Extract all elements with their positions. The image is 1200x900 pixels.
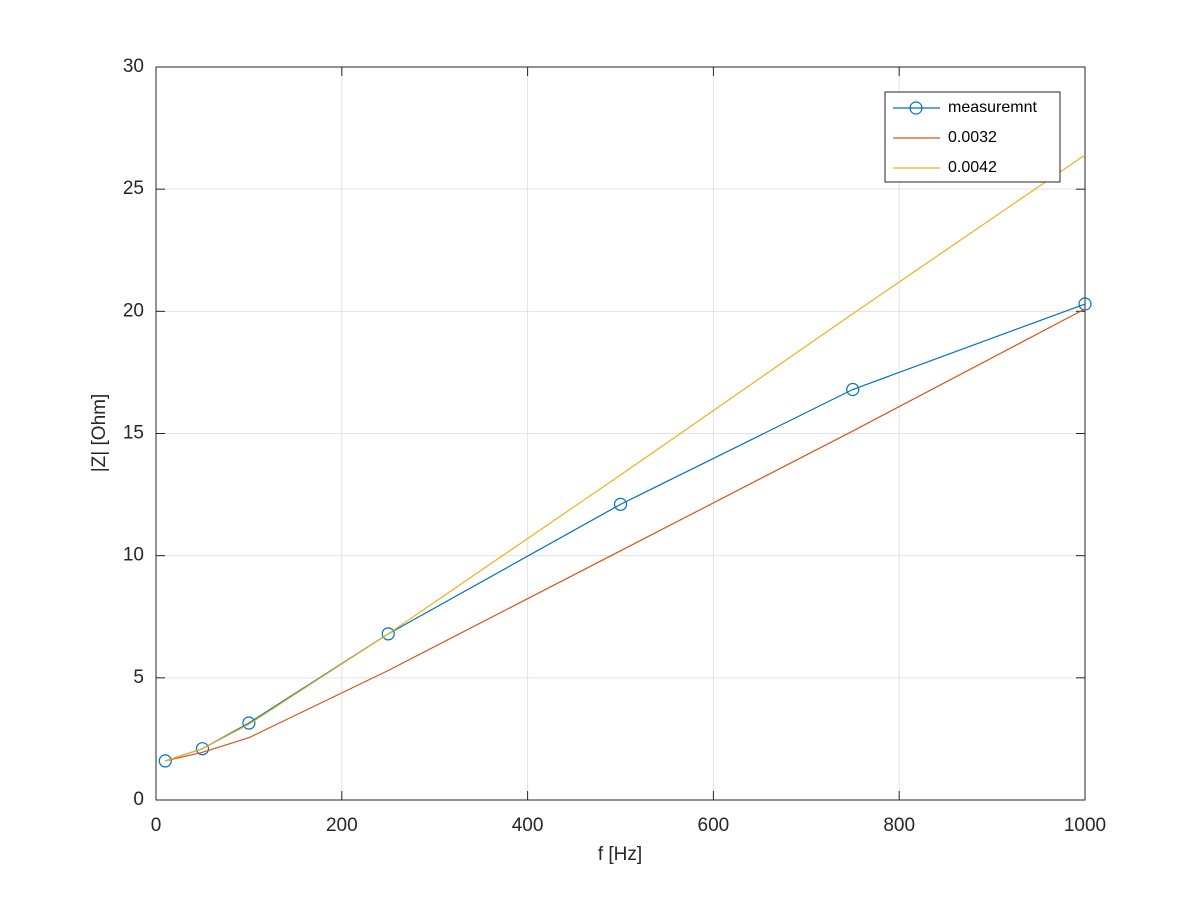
y-tick-label: 5 xyxy=(133,667,144,688)
legend-marker xyxy=(909,101,923,115)
y-tick-label: 0 xyxy=(133,789,144,810)
x-tick-label: 600 xyxy=(698,815,730,836)
data-point xyxy=(1078,297,1092,311)
legend-label: measuremnt xyxy=(948,99,1037,116)
series-line xyxy=(165,154,1086,762)
legend-box xyxy=(884,91,1061,183)
y-tick-label: 25 xyxy=(123,178,144,199)
x-tick-label: 1000 xyxy=(1064,815,1106,836)
data-point xyxy=(242,716,256,730)
data-point xyxy=(195,742,210,756)
y-tick-label: 30 xyxy=(123,56,144,77)
legend-label: 0.0032 xyxy=(948,129,997,146)
series-line xyxy=(165,308,1086,762)
y-tick-label: 15 xyxy=(123,423,144,444)
y-tick-label: 10 xyxy=(123,545,144,566)
y-axis-label: |Z| [Ohm] xyxy=(89,394,110,473)
legend-label: 0.0042 xyxy=(948,159,997,176)
data-point xyxy=(158,754,172,768)
x-tick-label: 0 xyxy=(151,815,162,836)
plot-frame xyxy=(155,66,1086,801)
data-point xyxy=(613,497,628,511)
data-point xyxy=(846,382,860,397)
x-tick-label: 200 xyxy=(326,815,358,836)
data-point xyxy=(381,627,395,641)
x-tick-label: 800 xyxy=(883,815,915,836)
y-tick-label: 20 xyxy=(123,300,144,321)
x-tick-label: 400 xyxy=(512,815,544,836)
x-axis-label: f [Hz] xyxy=(598,844,642,865)
